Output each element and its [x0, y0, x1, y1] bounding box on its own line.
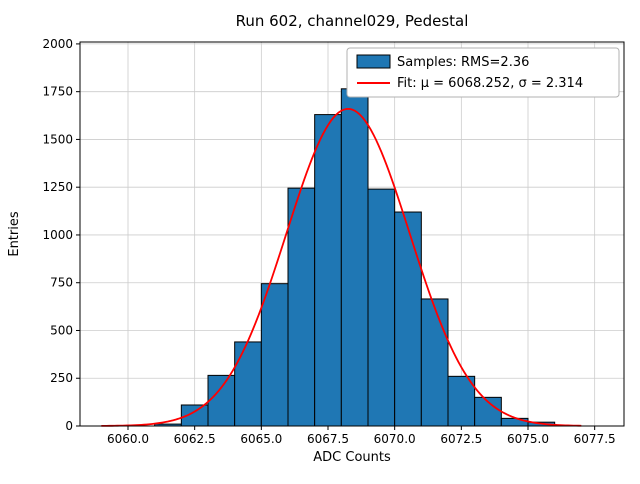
x-tick-label: 6067.5 — [307, 432, 349, 446]
axis-ticks: 6060.0 6062.5 6065.0 6067.5 6070.0 6072.5 6075… — [42, 37, 615, 446]
histogram-bar — [420, 298, 449, 427]
y-tick-label: 1500 — [42, 132, 73, 146]
gaussian-fit-line — [101, 108, 582, 427]
y-tick-label: 1250 — [42, 180, 73, 194]
y-tick-label: 750 — [50, 276, 73, 290]
legend-label-samples: Samples: RMS=2.36 — [397, 55, 529, 70]
histogram-bar — [207, 374, 236, 427]
histogram-bar — [260, 283, 289, 427]
histogram-bar — [447, 375, 476, 427]
histogram-bar — [500, 417, 529, 427]
histogram-bar — [340, 88, 369, 427]
y-axis-label: Entries — [7, 211, 22, 257]
y-tick-label: 1000 — [42, 228, 73, 242]
legend-label-fit: Fit: μ = 6068.252, σ = 2.314 — [397, 76, 583, 91]
y-tick-label: 500 — [50, 323, 73, 337]
legend-box — [346, 47, 620, 98]
legend-swatch-samples — [356, 54, 391, 69]
histogram-bar — [367, 188, 396, 427]
x-tick-label: 6075.0 — [507, 432, 549, 446]
histogram-bar — [394, 211, 422, 427]
x-tick-label: 6062.5 — [174, 432, 216, 446]
histogram-bar — [287, 187, 316, 427]
x-tick-label: 6077.5 — [574, 432, 616, 446]
fit-curve — [101, 108, 582, 427]
y-tick-label: 0 — [65, 419, 73, 433]
histogram-bar — [314, 114, 342, 427]
x-axis-label: ADC Counts — [313, 450, 391, 465]
chart-title: Run 602, channel029, Pedestal — [236, 12, 469, 30]
histogram-bar — [234, 341, 262, 427]
x-tick-label: 6065.0 — [240, 432, 282, 446]
x-tick-label: 6072.5 — [440, 432, 482, 446]
legend: Samples: RMS=2.36 Fit: μ = 6068.252, σ =… — [346, 47, 620, 98]
y-tick-label: 1750 — [42, 85, 73, 99]
y-tick-label: 250 — [50, 371, 73, 385]
axes-border — [79, 41, 625, 427]
x-tick-label: 6070.0 — [374, 432, 416, 446]
x-tick-label: 6060.0 — [107, 432, 149, 446]
y-tick-label: 2000 — [42, 37, 73, 51]
